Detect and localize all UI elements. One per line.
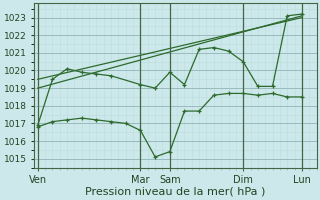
X-axis label: Pression niveau de la mer( hPa ): Pression niveau de la mer( hPa ): [85, 187, 266, 197]
